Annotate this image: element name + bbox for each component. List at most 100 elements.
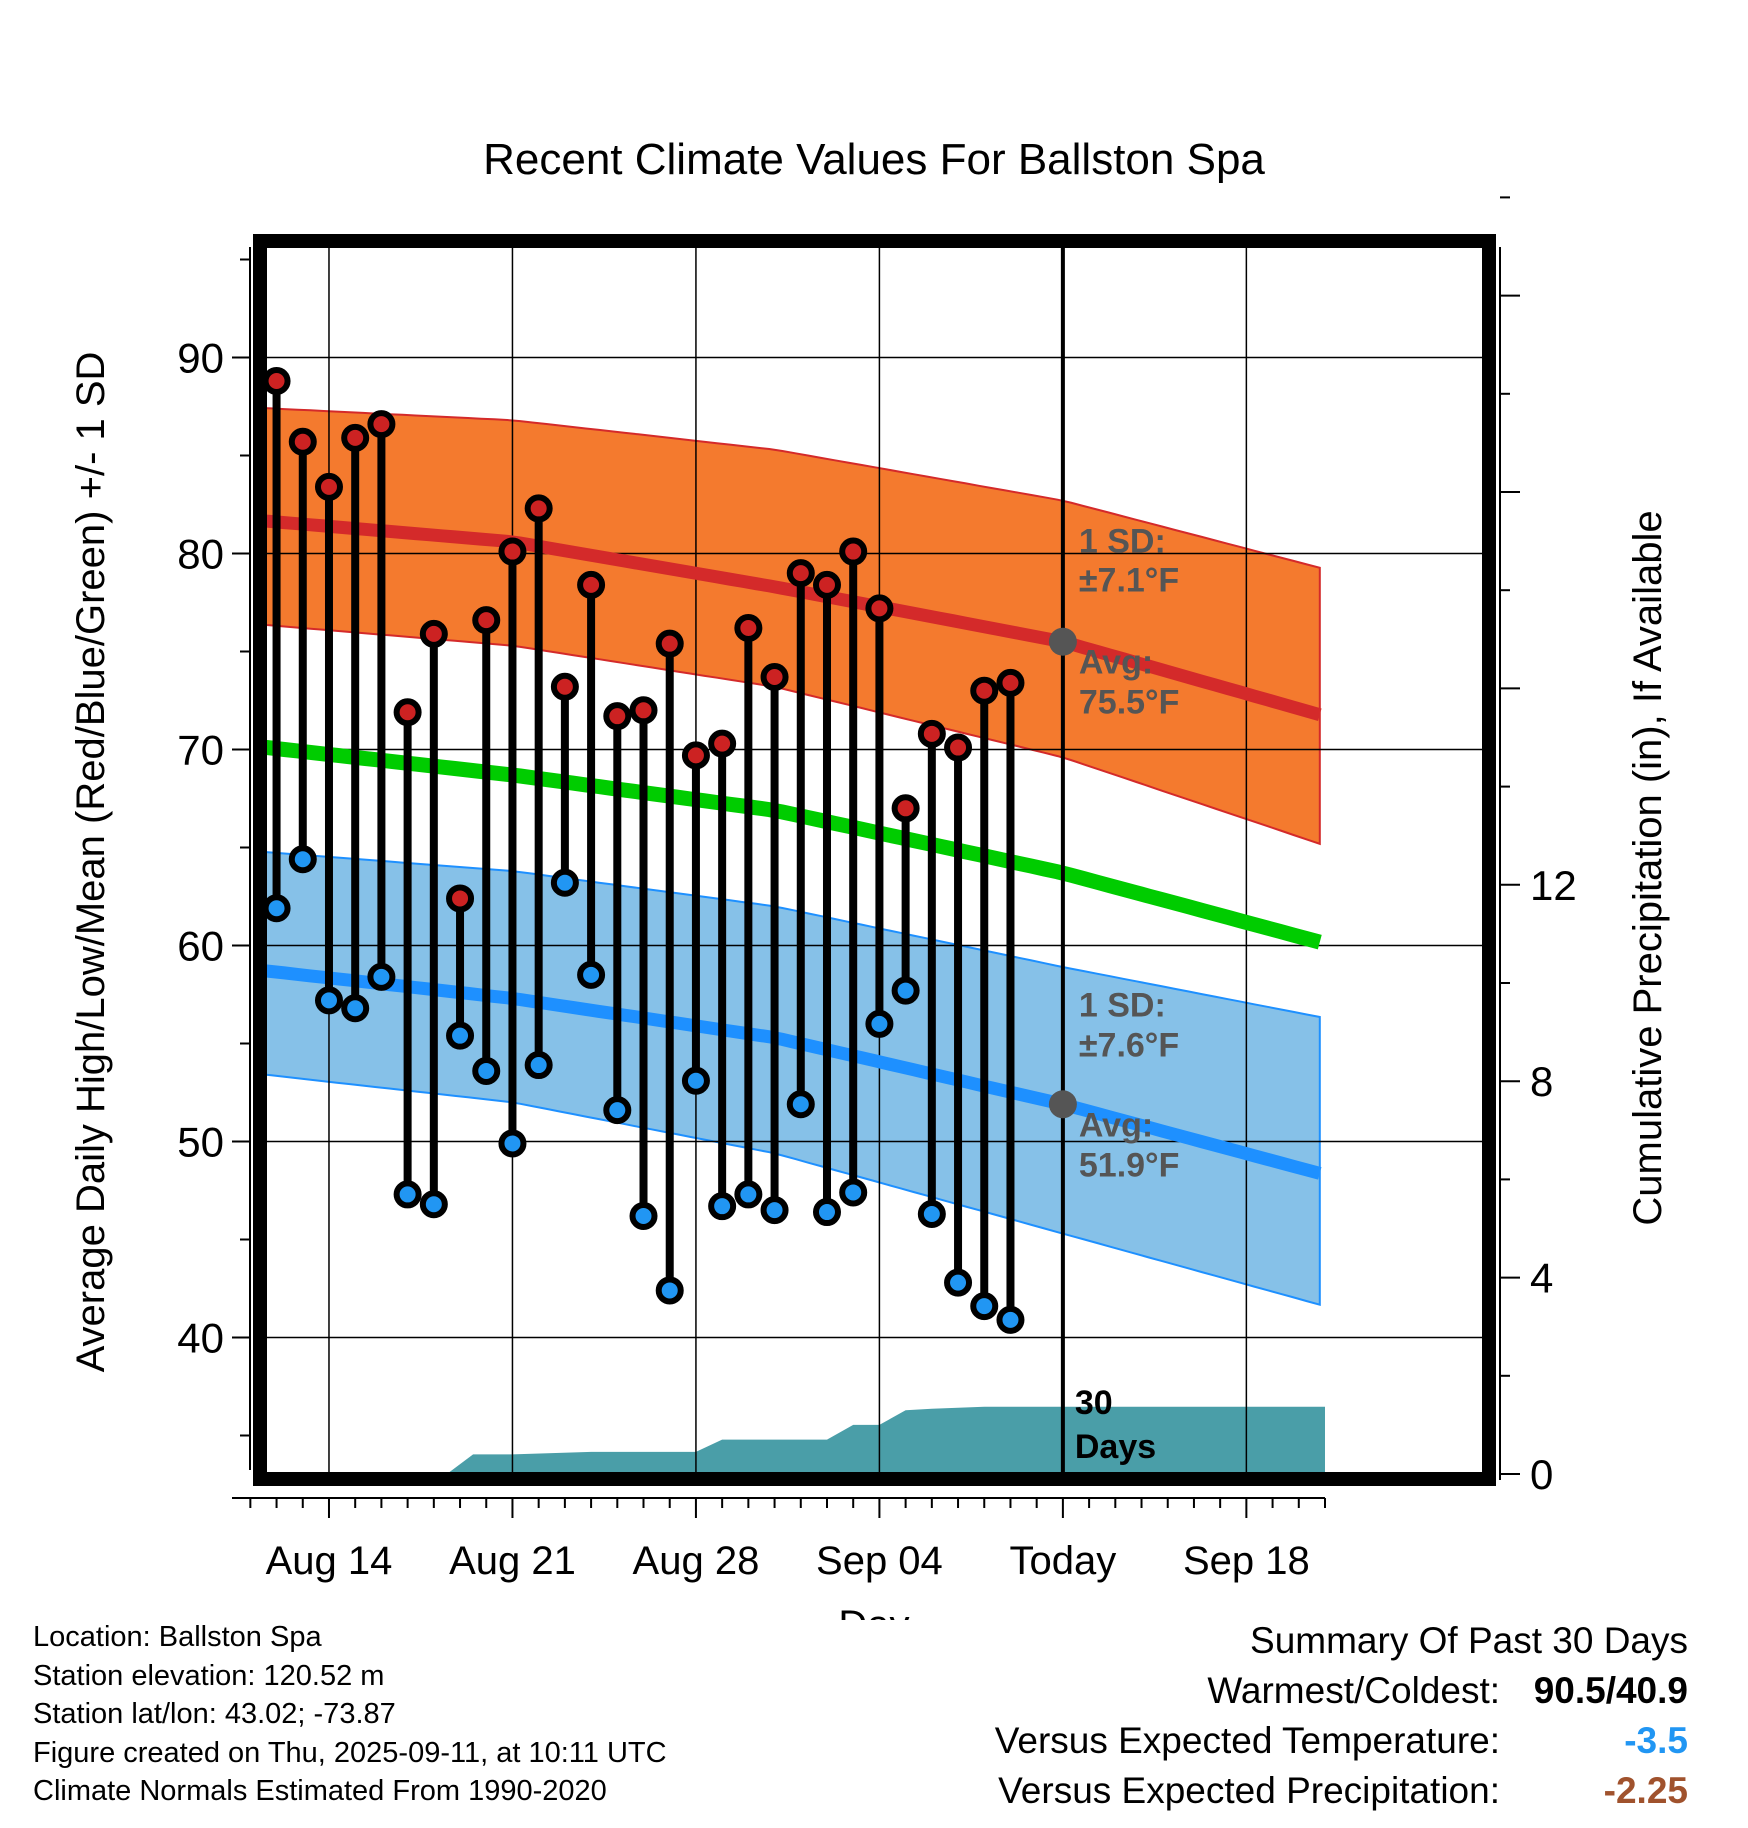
obs-high-point (891, 794, 920, 823)
obs-high-point (314, 472, 343, 501)
obs-high-point (681, 741, 710, 770)
obs-high-point (786, 559, 815, 588)
y2-tick-label: 4 (1530, 1255, 1553, 1302)
y2-tick-label: 0 (1530, 1451, 1553, 1498)
obs-high-point (265, 367, 291, 396)
y-tick-label: 80 (177, 531, 224, 578)
low-avg-label: Avg: (1079, 1106, 1153, 1144)
obs-low-point (655, 1276, 684, 1305)
obs-high-point (970, 676, 999, 705)
temp-label: Versus Expected Temperature: (994, 1720, 1500, 1761)
obs-low-point (446, 1021, 475, 1050)
obs-low-point (681, 1066, 710, 1095)
obs-high-point (446, 884, 475, 913)
obs-high-point (367, 410, 396, 439)
summary-precip: Versus Expected Precipitation: -2.25 (995, 1766, 1688, 1816)
obs-low-point (629, 1201, 658, 1230)
warm-cold-value: 90.5/40.9 (1533, 1670, 1688, 1711)
high-sd-value: ±7.1°F (1079, 562, 1179, 600)
obs-low-point (393, 1180, 422, 1209)
obs-high-point (288, 427, 317, 456)
obs-high-point (419, 619, 448, 648)
days-count-label: 30 (1075, 1384, 1113, 1422)
obs-low-point (970, 1292, 999, 1321)
low-avg-value: 51.9°F (1079, 1146, 1180, 1184)
obs-low-point (265, 894, 291, 923)
precip-area (446, 1406, 1325, 1474)
obs-low-point (314, 986, 343, 1015)
y2-tick-label: 8 (1530, 1058, 1553, 1105)
chart-title: Recent Climate Values For Ballston Spa (483, 135, 1265, 184)
y2-axis-title: Cumulative Precipitation (in), If Availa… (1626, 510, 1670, 1225)
y-tick-label: 40 (177, 1315, 224, 1362)
summary-warm-cold: Warmest/Coldest: 90.5/40.9 (995, 1666, 1688, 1716)
station-info: Location: Ballston Spa Station elevation… (33, 1618, 667, 1811)
days-word-label: Days (1075, 1428, 1156, 1466)
obs-high-point (393, 698, 422, 727)
x-tick-label: Aug 14 (266, 1539, 393, 1583)
obs-low-point (812, 1198, 841, 1227)
obs-low-point (419, 1190, 448, 1219)
summary-temp: Versus Expected Temperature: -3.5 (995, 1716, 1688, 1766)
obs-high-point (577, 570, 606, 599)
normal-high-line (265, 514, 1322, 721)
low-sd-band (265, 851, 1321, 1307)
obs-high-point (629, 696, 658, 725)
obs-low-point (917, 1200, 946, 1229)
warm-cold-label: Warmest/Coldest: (1207, 1670, 1500, 1711)
y-tick-label: 70 (177, 727, 224, 774)
created-text: Figure created on Thu, 2025-09-11, at 10… (33, 1736, 667, 1769)
low-avg-marker (1048, 1090, 1077, 1119)
temp-value: -3.5 (1624, 1720, 1688, 1761)
high-avg-label: Avg: (1079, 644, 1153, 682)
obs-high-point (498, 537, 527, 566)
y-tick-label: 60 (177, 923, 224, 970)
obs-low-point (288, 845, 317, 874)
summary-panel: Summary Of Past 30 Days Warmest/Coldest:… (995, 1616, 1688, 1816)
obs-low-point (472, 1056, 501, 1085)
x-tick-label: Aug 21 (449, 1539, 576, 1583)
x-axis-title: Day (838, 1603, 909, 1620)
y2-tick-label: 12 (1530, 862, 1577, 909)
obs-high-point (734, 613, 763, 642)
latlon-text: Station lat/lon: 43.02; -73.87 (33, 1698, 396, 1730)
obs-high-point (655, 629, 684, 658)
obs-low-point (498, 1129, 527, 1158)
obs-high-point (341, 423, 370, 452)
obs-high-point (839, 537, 868, 566)
elevation-text: Station elevation: 120.52 m (33, 1659, 385, 1692)
obs-high-point (812, 570, 841, 599)
summary-title: Summary Of Past 30 Days (1250, 1620, 1688, 1661)
obs-low-point (760, 1196, 789, 1225)
obs-high-point (708, 729, 737, 758)
high-sd-label: 1 SD: (1079, 523, 1166, 561)
obs-low-point (708, 1192, 737, 1221)
obs-low-point (839, 1178, 868, 1207)
obs-low-point (865, 1009, 894, 1038)
x-tick-label: Aug 28 (633, 1539, 760, 1583)
obs-low-point (603, 1096, 632, 1125)
y-tick-label: 90 (177, 335, 224, 382)
x-tick-label: Sep 04 (816, 1539, 943, 1583)
obs-high-point (760, 662, 789, 691)
high-avg-value: 75.5°F (1079, 684, 1180, 722)
climate-chart: Recent Climate Values For Ballston Spa 1… (69, 135, 1670, 1620)
obs-low-point (996, 1305, 1025, 1334)
plot-frame (253, 234, 1496, 1486)
x-tick-label: Today (1010, 1539, 1117, 1583)
low-sd-label: 1 SD: (1079, 986, 1166, 1024)
normals-text: Climate Normals Estimated From 1990-2020 (33, 1775, 607, 1807)
obs-low-point (367, 962, 396, 991)
obs-low-point (786, 1090, 815, 1119)
obs-high-point (550, 672, 579, 701)
obs-high-point (524, 494, 553, 523)
obs-high-point (944, 733, 973, 762)
high-avg-marker (1048, 627, 1077, 656)
obs-low-point (550, 868, 579, 897)
obs-low-point (524, 1051, 553, 1080)
precip-value: -2.25 (1603, 1770, 1688, 1811)
obs-low-point (891, 976, 920, 1005)
obs-high-point (996, 668, 1025, 697)
location-text: Location: Ballston Spa (33, 1621, 322, 1653)
low-sd-value: ±7.6°F (1079, 1026, 1179, 1064)
